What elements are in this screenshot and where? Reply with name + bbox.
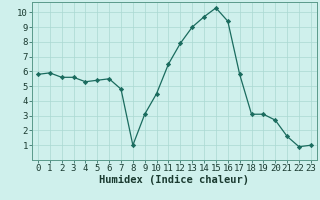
X-axis label: Humidex (Indice chaleur): Humidex (Indice chaleur) (100, 175, 249, 185)
